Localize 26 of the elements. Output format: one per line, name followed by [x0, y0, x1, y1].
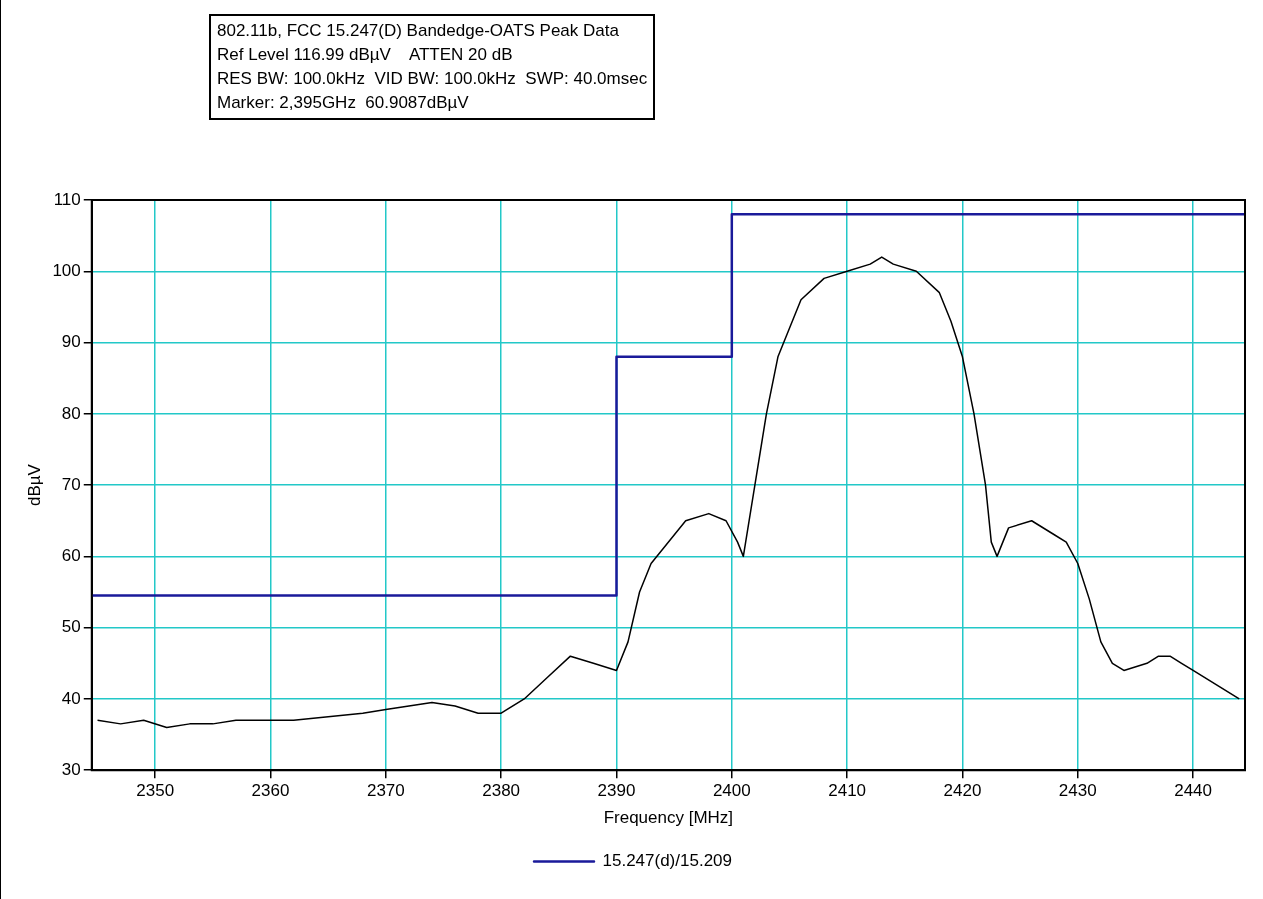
y-tick-label: 30 — [61, 759, 81, 779]
y-tick-label: 90 — [61, 332, 81, 352]
text: RES BW: 100.0kHz VID BW: 100.0kHz SWP: 40.0msec — [217, 68, 648, 90]
y-tick-label: 110 — [53, 189, 81, 209]
x-axis-title: Frequency [MHz] — [603, 808, 734, 828]
x-tick-label: 2370 — [366, 781, 405, 801]
y-tick-label: 60 — [61, 546, 81, 566]
x-tick-label: 2420 — [943, 781, 982, 801]
x-tick-label: 2350 — [136, 781, 175, 801]
y-tick-label: 50 — [61, 617, 81, 637]
x-tick-label: 2400 — [712, 781, 751, 801]
y-tick-label: 100 — [52, 260, 81, 280]
text: Marker: 2,395GHz 60.9087dBµV — [217, 92, 470, 114]
x-tick-label: 2410 — [828, 781, 867, 801]
x-tick-label: 2390 — [597, 781, 636, 801]
chart-title: 802.11b, FCC 15.247(D) Bandedge-OATS Peak Data — [217, 20, 620, 42]
legend-label: 15.247(d)/15.209 — [602, 851, 732, 871]
x-tick-label: 2440 — [1174, 781, 1213, 801]
x-tick-label: 2360 — [251, 781, 290, 801]
text: Ref Level 116.99 dBµV ATTEN 20 dB — [217, 44, 514, 66]
y-tick-label: 70 — [61, 474, 81, 494]
y-tick-label: 80 — [61, 403, 81, 423]
y-tick-label: 40 — [61, 688, 81, 708]
y-axis-title: dBµV — [24, 463, 44, 507]
x-tick-label: 2380 — [482, 781, 521, 801]
x-tick-label: 2430 — [1058, 781, 1097, 801]
